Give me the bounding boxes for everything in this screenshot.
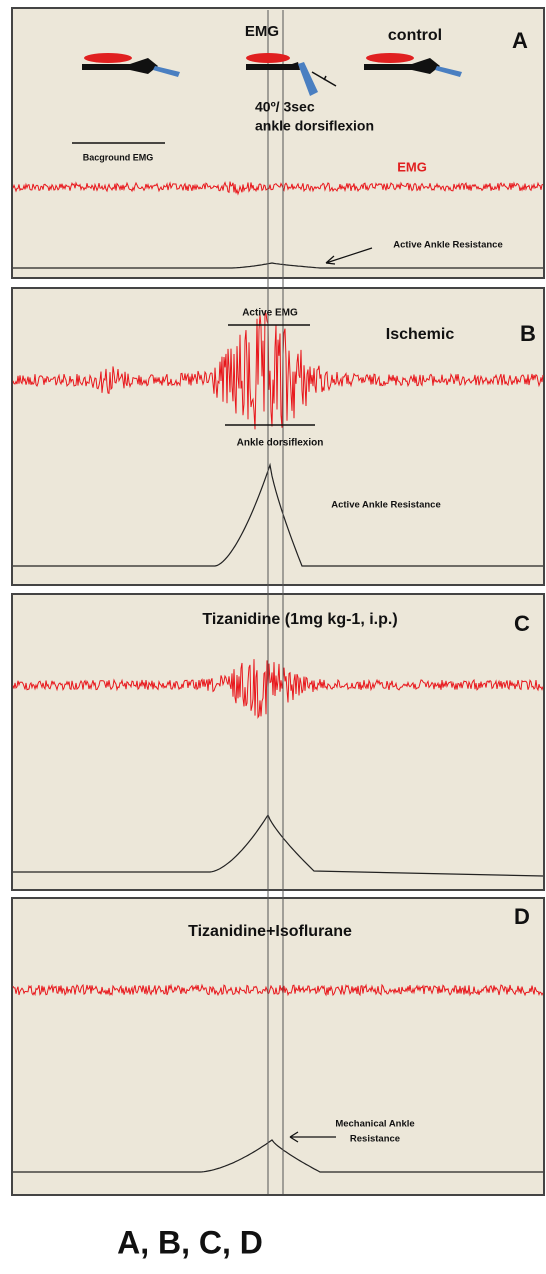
active-emg-label: Active EMG	[242, 308, 298, 319]
icon-muscle	[84, 53, 132, 63]
condition-label: Tizanidine (1mg kg-1, i.p.)	[202, 611, 397, 628]
icon-muscle	[366, 53, 414, 63]
resistance-label: Active Ankle Resistance	[393, 240, 502, 251]
figure: EMG control A 40º/ 3sec ankle dorsiflexi…	[0, 0, 546, 1274]
icon-muscle	[246, 53, 290, 63]
condition-label: Ischemic	[386, 326, 455, 343]
panel-letter: B	[520, 321, 536, 346]
background-label: Bacground EMG	[83, 152, 154, 162]
stimulus-label: 40º/ 3sec	[255, 99, 315, 115]
panel-c	[12, 594, 544, 890]
stimulus-label: ankle dorsiflexion	[255, 118, 374, 134]
trace-label: EMG	[397, 159, 427, 174]
panel-b	[12, 288, 544, 585]
resistance-label: Mechanical Ankle	[335, 1119, 414, 1130]
control-label: control	[388, 27, 442, 44]
emg-label: EMG	[245, 23, 279, 40]
panel-d	[12, 898, 544, 1195]
resistance-label: Resistance	[350, 1134, 400, 1145]
dorsiflexion-label: Ankle dorsiflexion	[237, 438, 324, 449]
panel-letter: A	[512, 28, 528, 53]
panel-letter: D	[514, 904, 530, 929]
resistance-label: Active Ankle Resistance	[331, 500, 440, 511]
condition-label: Tizanidine+Isoflurane	[188, 923, 352, 940]
panel-letter: C	[514, 611, 530, 636]
caption: A, B, C, D	[117, 1224, 263, 1260]
